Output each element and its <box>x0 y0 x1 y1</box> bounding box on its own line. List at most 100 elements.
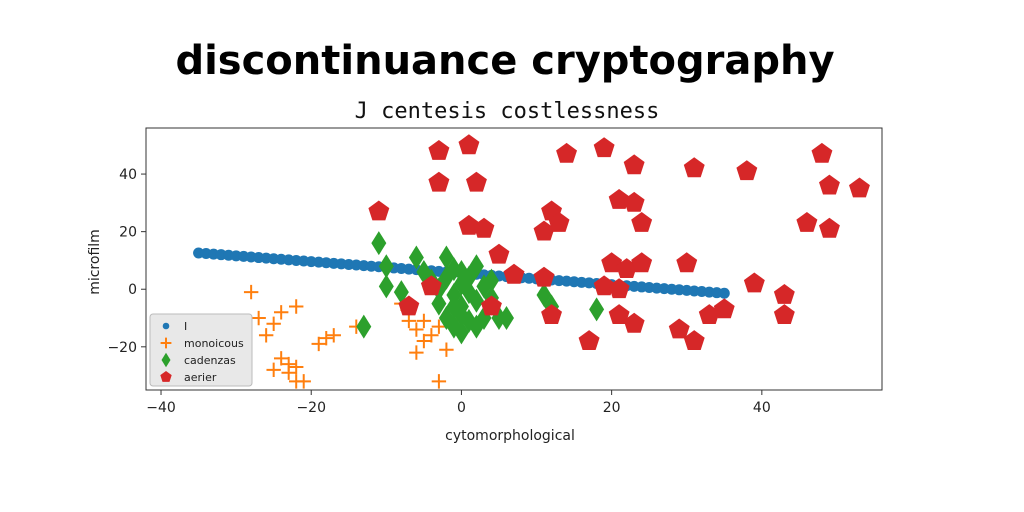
x-axis-label: cytomorphological <box>445 428 575 444</box>
aerier-point <box>481 295 502 316</box>
cadenzas-point <box>453 303 469 328</box>
cadenzas-point <box>378 254 394 279</box>
cadenzas-point <box>356 314 372 339</box>
aerier-point <box>683 330 705 350</box>
aerier-point <box>849 177 870 198</box>
legend-label-cadenzas: cadenzas <box>184 354 236 367</box>
aerier-point <box>819 217 840 238</box>
aerier-point <box>503 263 525 284</box>
monoicous-point <box>439 342 454 357</box>
monoicous-point <box>401 313 417 329</box>
legend-marker-cadenzas <box>161 352 171 368</box>
aerier-point <box>608 304 630 324</box>
cadenzas-point <box>393 280 409 305</box>
aerier-point <box>631 212 653 232</box>
monoicous-point <box>416 313 432 329</box>
aerier-point <box>556 142 577 163</box>
aerier-point <box>796 212 818 232</box>
cadenzas-point <box>498 306 514 331</box>
y-axis-label: microfilm <box>87 229 103 295</box>
aerier-point <box>488 243 510 264</box>
cadenzas-point <box>468 288 484 313</box>
aerier-point <box>616 258 638 278</box>
legend-label-monoicous: monoicous <box>184 337 244 350</box>
aerier-point <box>458 214 480 235</box>
monoicous-point <box>296 374 311 389</box>
y-tick-label: 0 <box>128 282 137 298</box>
aerier-point <box>533 220 555 241</box>
aerier-point <box>593 275 615 296</box>
monoicous-point <box>273 351 289 366</box>
aerier-point <box>713 298 735 319</box>
aerier-point <box>608 189 630 209</box>
aerier-point <box>428 171 450 192</box>
monoicous-point <box>289 359 304 375</box>
monoicous-point <box>424 328 439 343</box>
legend-marker-aerier <box>160 371 172 382</box>
x-tick-label: −20 <box>296 400 326 416</box>
aerier-point <box>811 142 833 163</box>
monoicous-point <box>266 316 281 331</box>
x-tick-label: 40 <box>753 400 771 416</box>
legend-box <box>149 313 253 387</box>
aerier-point <box>819 174 840 195</box>
monoicous-point <box>311 336 326 352</box>
aerier-point <box>676 252 698 273</box>
legend-marker-monoicous <box>160 337 172 349</box>
cadenzas-point <box>468 254 484 279</box>
aerier-point <box>466 171 487 192</box>
monoicous-point <box>409 322 424 337</box>
y-tick-label: 20 <box>119 225 137 241</box>
aerier-point <box>623 312 645 333</box>
aerier-point <box>473 217 495 238</box>
cadenzas-point <box>589 297 605 322</box>
aerier-point <box>578 330 600 350</box>
aerier-point <box>541 304 562 324</box>
legend-marker-i <box>162 322 170 330</box>
monoicous-point <box>431 374 447 389</box>
y-tick-label: −20 <box>107 340 137 356</box>
legend-label-i: I <box>184 320 187 333</box>
legend-label-aerier: aerier <box>184 371 217 384</box>
monoicous-point <box>289 299 304 314</box>
series-cadenzas <box>356 231 605 345</box>
chart-title: discontinuance cryptography <box>175 38 834 84</box>
aerier-point <box>623 191 645 212</box>
cadenzas-point <box>483 268 499 293</box>
monoicous-point <box>409 345 424 360</box>
cadenzas-point <box>371 231 387 256</box>
i-point <box>718 287 730 299</box>
aerier-point <box>420 275 442 296</box>
aerier-point <box>743 272 765 293</box>
aerier-point <box>368 200 390 221</box>
chart-subtitle: J centesis costlessness <box>355 99 660 124</box>
x-tick-label: −40 <box>146 400 176 416</box>
cadenzas-point <box>408 245 424 270</box>
aerier-point <box>458 134 480 155</box>
cadenzas-point <box>431 291 447 316</box>
x-tick-label: 20 <box>603 400 621 416</box>
axis-ticks: −40 −20 0 20 40 −20 0 20 40 <box>107 167 770 416</box>
y-tick-label: 40 <box>119 167 137 183</box>
monoicous-point <box>273 305 289 320</box>
monoicous-point <box>326 328 341 343</box>
monoicous-point <box>251 310 266 326</box>
aerier-point <box>683 157 705 178</box>
monoicous-point <box>431 319 447 334</box>
aerier-point <box>608 278 630 299</box>
aerier-point <box>533 266 555 287</box>
aerier-point <box>593 137 615 158</box>
series-aerier <box>368 134 870 350</box>
series-monoicous <box>243 284 462 389</box>
monoicous-point <box>243 284 259 300</box>
monoicous-point <box>319 330 334 346</box>
aerier-point <box>668 318 690 339</box>
aerier-point <box>548 212 570 232</box>
cadenzas-point <box>378 274 394 299</box>
monoicous-point <box>416 333 432 349</box>
aerier-point <box>631 252 653 273</box>
aerier-point <box>698 304 720 324</box>
aerier-point <box>398 295 420 316</box>
x-tick-label: 0 <box>457 400 466 416</box>
